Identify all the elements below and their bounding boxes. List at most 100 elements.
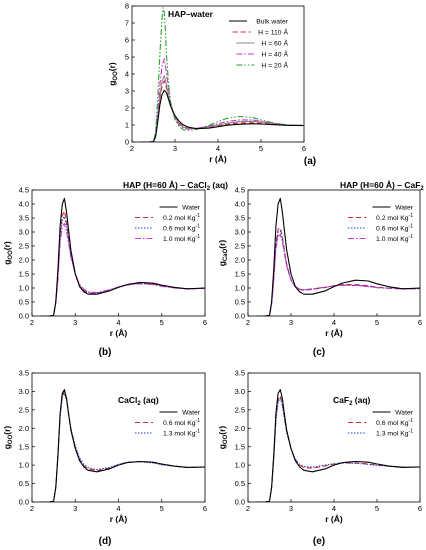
x-tick-label: 6 (418, 318, 422, 327)
legend-label-main: Water (395, 409, 414, 416)
legend-label: 0.2 mol Kg-1 (163, 213, 200, 222)
y-axis-label-sub: OO (113, 71, 119, 81)
y-tick-label: 1.0 (235, 284, 245, 293)
y-axis-label-tail: (r) (217, 426, 227, 435)
x-tick-label: 5 (259, 144, 263, 153)
x-tick-label: 4 (332, 318, 336, 327)
legend-label-main: Water (182, 409, 201, 416)
y-tick-label: 1.5 (19, 442, 29, 451)
chart-title-main: HAP–water (168, 9, 214, 19)
y-axis-label-tail: (r) (2, 241, 12, 250)
y-tick-label: 1.0 (19, 461, 29, 470)
series-line-4 (140, 7, 304, 142)
legend-label: 0.6 mol Kg-1 (163, 223, 200, 232)
y-tick-label: 2.5 (19, 242, 29, 251)
series-line-3 (140, 58, 304, 142)
y-tick-label: 0.5 (19, 479, 29, 488)
y-axis-label-sub: OO (8, 434, 14, 444)
legend-label-main: 1.3 mol Kg (163, 430, 196, 437)
series-line-0 (40, 197, 205, 316)
legend-label: Water (395, 204, 414, 211)
y-tick-label: 0.0 (19, 498, 29, 507)
x-tick-label: 3 (173, 144, 177, 153)
chart-title-tail: (aq) (210, 180, 228, 190)
x-tick-label: 6 (418, 504, 422, 513)
legend-label: Bulk water (256, 18, 288, 25)
y-tick-label: 0.5 (19, 298, 29, 307)
y-tick-label: 0.5 (235, 479, 245, 488)
legend-label: H = 20 Å (261, 60, 288, 69)
legend-label: 0.2 mol Kg-1 (376, 213, 413, 222)
y-tick-label: 0.0 (235, 312, 245, 321)
y-axis-label-main: g (217, 444, 227, 449)
x-tick-label: 6 (302, 144, 306, 153)
x-tick-label: 3 (289, 318, 293, 327)
y-tick-label: 2 (125, 104, 129, 113)
chart-title-main: HAP (H=60 Å) – CaF (340, 180, 420, 190)
series-line-2 (140, 75, 304, 142)
y-axis-label-tail: (r) (107, 62, 117, 71)
legend-label-main: 0.6 mol Kg (376, 420, 409, 427)
x-tick-label: 5 (160, 504, 164, 513)
y-tick-label: 3.5 (19, 369, 29, 378)
y-axis-label-sub: OO (8, 250, 14, 260)
panel-label: (a) (304, 156, 316, 167)
chart-panel-b: 2 3 4 5 6 0.0 0.5 1.0 1.5 2.0 2.5 3.0 3.5 4.0 4.5 r (Å)… (2, 180, 228, 358)
chart-title-tail: (aq) (141, 395, 159, 405)
y-tick-label: 2.0 (19, 256, 29, 265)
x-tick-label: 4 (216, 144, 220, 153)
y-tick-label: 6 (125, 36, 129, 45)
x-axis-label: r (Å) (325, 514, 343, 524)
series-line-2 (40, 392, 205, 502)
y-axis-label-main: g (2, 444, 12, 449)
x-axis-label: r (Å) (209, 154, 227, 164)
x-tick-label: 3 (73, 504, 77, 513)
legend-label-sup: -1 (409, 428, 414, 434)
legend-label-main: 0.6 mol Kg (163, 420, 196, 427)
y-tick-label: 8 (125, 2, 129, 11)
y-tick-label: 2.0 (235, 256, 245, 265)
legend-label-main: Water (395, 204, 414, 211)
panel-label: (e) (313, 536, 325, 547)
y-axis-label-tail: (r) (217, 240, 227, 249)
plot-frame (31, 372, 206, 503)
legend-label-main: 0.6 mol Kg (376, 225, 409, 232)
y-tick-label: 4.0 (19, 200, 29, 209)
x-axis-label: r (Å) (110, 514, 128, 524)
legend-label-main: Bulk water (256, 18, 288, 25)
legend-label-main: 0.2 mol Kg (163, 215, 196, 222)
y-axis-label-tail: (r) (2, 426, 12, 435)
chart-title-sub: 2 (137, 401, 141, 407)
x-tick-label: 2 (30, 318, 34, 327)
legend-label: Water (395, 409, 414, 416)
legend-label-sup: -1 (409, 234, 414, 240)
legend-label: H = 60 Å (261, 38, 288, 47)
x-tick-label: 5 (375, 318, 379, 327)
y-tick-label: 1.5 (19, 270, 29, 279)
chart-title-sub: 2 (349, 401, 353, 407)
chart-title: HAP (H=60 Å) – CaCl2 (aq) (123, 180, 228, 192)
legend-label-main: 0.6 mol Kg (163, 225, 196, 232)
legend-label-sup: -1 (196, 234, 201, 240)
legend-label-sup: -1 (196, 223, 201, 229)
legend-label-sup: -1 (409, 418, 414, 424)
chart-panel-d: 2 3 4 5 6 0.0 0.5 1.0 1.5 2.0 2.5 3.0 3.5 r (Å) gOO(r)… (2, 369, 207, 547)
x-tick-label: 2 (30, 504, 34, 513)
chart-title-main: CaF (333, 395, 349, 405)
y-tick-label: 2.5 (19, 405, 29, 414)
panel-label: (c) (313, 347, 325, 358)
x-tick-label: 4 (116, 318, 120, 327)
chart-title-sub: 2 (420, 186, 424, 192)
y-axis-label-main: g (107, 81, 117, 86)
legend-label: Water (182, 204, 201, 211)
x-tick-label: 4 (332, 504, 336, 513)
y-axis-label: gOO(r) (2, 241, 14, 265)
y-tick-label: 4.5 (19, 186, 29, 195)
y-tick-label: 0.0 (235, 498, 245, 507)
chart-panel-c: 2 3 4 5 6 0.0 0.5 1.0 1.5 2.0 2.5 3.0 3.5 4.0 4.5 r (Å)… (217, 180, 426, 358)
y-tick-label: 2.5 (235, 405, 245, 414)
legend-label-main: H = 40 Å (261, 49, 288, 58)
legend-label: 0.6 mol Kg-1 (163, 418, 200, 427)
y-tick-label: 3.0 (19, 387, 29, 396)
